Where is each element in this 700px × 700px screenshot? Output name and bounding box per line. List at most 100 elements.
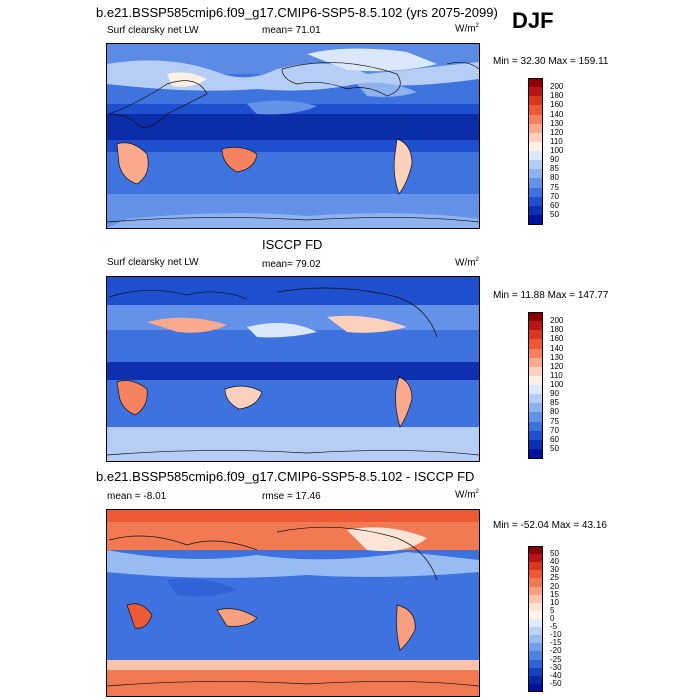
colorbar-swatch [528, 643, 543, 652]
panel1-colorbar: 200 180 160 140 130 120 110 100 90 85 80 75 70 60 50 [528, 78, 588, 225]
panel3-mean-label: mean = -8.01 [107, 491, 167, 502]
season-label: DJF [512, 8, 554, 33]
colorbar-swatch [528, 683, 543, 693]
colorbar-swatch [528, 675, 543, 685]
colorbar-tick-label: 160 [550, 100, 564, 110]
colorbar-tick-label: 60 [550, 434, 559, 444]
colorbar-tick-label: -5 [550, 622, 558, 632]
colorbar-swatch [528, 330, 543, 340]
colorbar-swatch [528, 187, 543, 198]
colorbar-tick-label: 90 [550, 389, 559, 399]
colorbar-tick-label: 130 [550, 352, 564, 362]
colorbar-swatch [528, 141, 543, 152]
colorbar-swatch [528, 78, 543, 88]
panel1-minmax-label: Min = 32.30 Max = 159.11 [493, 56, 609, 67]
colorbar-swatch [528, 357, 543, 368]
colorbar-swatch [528, 205, 543, 216]
colorbar-swatch [528, 312, 543, 322]
colorbar-swatch [528, 96, 543, 106]
panel2-map [106, 276, 480, 462]
panel2-units-label: W/m2 [455, 257, 479, 269]
colorbar-tick-label: -20 [550, 646, 562, 656]
panel3-title: b.e21.BSSP585cmip6.f09_g17.CMIP6-SSP5-8.… [96, 469, 475, 484]
colorbar-swatch [528, 586, 543, 596]
panel2-mean-label: mean= 79.02 [262, 259, 321, 270]
colorbar-swatch [528, 421, 543, 432]
colorbar-swatch [528, 412, 543, 422]
colorbar-tick-label: -25 [550, 654, 562, 664]
colorbar-tick-label: 75 [550, 416, 559, 426]
colorbar-tick-label: 25 [550, 573, 559, 583]
colorbar-swatch [528, 448, 543, 459]
colorbar-swatch [528, 105, 543, 115]
colorbar-swatch [528, 123, 543, 134]
colorbar-swatch [528, 659, 543, 669]
colorbar-tick-label: 100 [550, 146, 564, 155]
colorbar-swatch [528, 554, 543, 563]
colorbar-swatch [528, 394, 543, 404]
panel3-colorbar: 50 40 30 25 20 15 10 5 0 -5 -10 -15 -20 -25 -30 -40 -50 [528, 546, 588, 693]
colorbar-tick-label: -40 [550, 670, 562, 680]
colorbar-swatch [528, 87, 543, 97]
colorbar-swatch [528, 178, 543, 188]
panel3-units-label: W/m2 [455, 489, 479, 501]
colorbar-swatch [528, 602, 543, 612]
colorbar-tick-label: 120 [550, 361, 564, 371]
colorbar-swatch [528, 546, 543, 555]
colorbar-swatch [528, 619, 543, 628]
colorbar-swatch [528, 169, 543, 179]
colorbar-tick-label: -30 [550, 662, 562, 672]
colorbar-swatch [528, 375, 543, 386]
panel2-variable-label: Surf clearsky net LW [107, 257, 199, 268]
colorbar-tick-label: 70 [550, 425, 559, 435]
colorbar-swatch [528, 321, 543, 331]
colorbar-swatch [528, 430, 543, 441]
colorbar-tick-label: -15 [550, 638, 562, 648]
colorbar-swatch [528, 196, 543, 207]
panel2-minmax-label: Min = 11.88 Max = 147.77 [493, 290, 609, 301]
colorbar-tick-label: -10 [550, 630, 562, 640]
colorbar-tick-label: 130 [550, 118, 564, 128]
colorbar-tick-label: 70 [550, 191, 559, 201]
colorbar-tick-label: 10 [550, 597, 559, 607]
colorbar-tick-label: 180 [550, 91, 564, 101]
colorbar-swatch [528, 610, 543, 620]
colorbar-swatch [528, 385, 543, 395]
colorbar-tick-label: 5 [550, 605, 555, 615]
colorbar-tick-label: -50 [550, 678, 562, 688]
colorbar-swatch [528, 439, 543, 450]
colorbar-tick-label: 60 [550, 200, 559, 210]
panel3-rmse-label: rmse = 17.46 [262, 491, 321, 502]
colorbar-tick-label: 50 [550, 549, 559, 559]
colorbar-swatch [528, 667, 543, 677]
colorbar-tick-label: 140 [550, 109, 564, 119]
colorbar-swatch [528, 214, 543, 225]
colorbar-tick-label: 80 [550, 407, 559, 417]
colorbar-swatch [528, 570, 543, 579]
colorbar-swatch [528, 366, 543, 377]
colorbar-swatch [528, 635, 543, 644]
panel3-minmax-label: Min = -52.04 Max = 43.16 [493, 520, 607, 531]
colorbar-swatch [528, 339, 543, 349]
colorbar-tick-label: 0 [550, 614, 555, 623]
colorbar-swatch [528, 151, 543, 161]
colorbar-tick-label: 30 [550, 565, 559, 575]
colorbar-swatch [528, 114, 543, 125]
panel3-map [106, 509, 480, 697]
colorbar-tick-label: 160 [550, 334, 564, 344]
colorbar-swatch [528, 403, 543, 413]
colorbar-swatch [528, 594, 543, 604]
colorbar-tick-label: 100 [550, 380, 564, 389]
colorbar-tick-label: 75 [550, 182, 559, 192]
colorbar-swatch [528, 651, 543, 661]
colorbar-tick-label: 120 [550, 127, 564, 137]
colorbar-tick-label: 200 [550, 82, 564, 92]
colorbar-tick-label: 50 [550, 443, 559, 453]
colorbar-tick-label: 110 [550, 136, 563, 146]
colorbar-tick-label: 80 [550, 173, 559, 183]
panel1-variable-label: Surf clearsky net LW [107, 25, 199, 36]
colorbar-swatch [528, 627, 543, 636]
colorbar-swatch [528, 562, 543, 571]
panel1-units-label: W/m2 [455, 23, 479, 35]
colorbar-swatch [528, 348, 543, 359]
